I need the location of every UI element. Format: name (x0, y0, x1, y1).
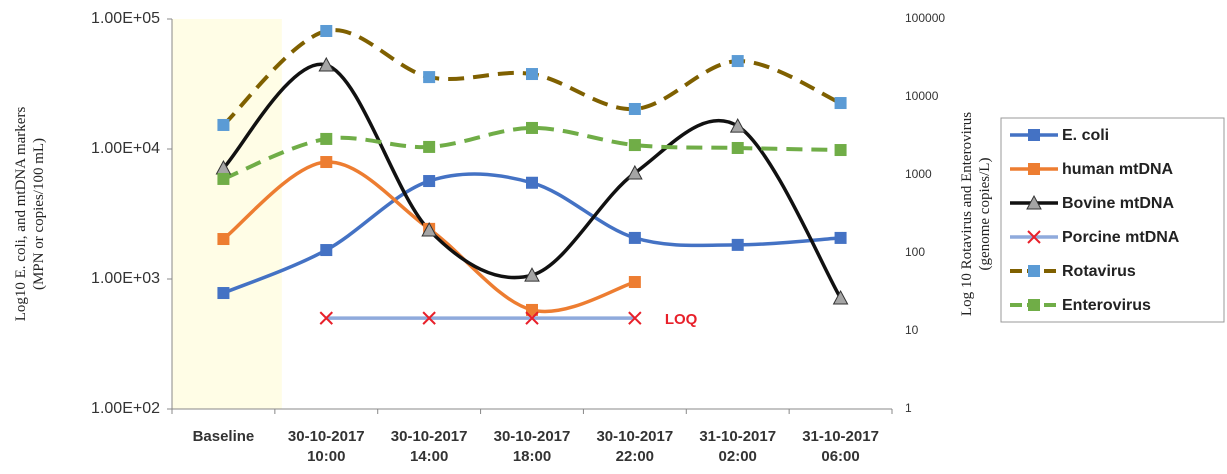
marker (421, 221, 437, 237)
y2-axis-title-line: (genome copies/L) (977, 158, 993, 271)
legend-label: Enterovirus (1062, 297, 1151, 314)
marker (729, 118, 746, 133)
legend-box (1000, 117, 1225, 323)
legend-marker (1028, 163, 1040, 175)
marker (628, 139, 641, 152)
baseline-shade (172, 19, 282, 409)
marker (526, 303, 538, 316)
marker (834, 144, 847, 157)
x-tick-label: 31-10-2017 06:00 (802, 428, 879, 465)
legend-label: Bovine mtDNA (1062, 195, 1174, 212)
annotation: LOQ (665, 311, 698, 328)
legend-label: human mtDNA (1062, 161, 1174, 178)
y2-tick-label: 1000 (905, 167, 932, 181)
y-tick-label: 1.00E+04 (91, 140, 160, 157)
marker (423, 175, 436, 188)
marker (422, 311, 436, 325)
legend-label: Porcine mtDNA (1062, 229, 1180, 246)
marker (320, 132, 333, 145)
y2-tick-label: 10000 (905, 89, 939, 103)
marker (320, 244, 333, 257)
marker (525, 311, 539, 325)
marker (423, 71, 436, 84)
marker (320, 156, 333, 169)
x-tick-label: 30-10-2017 18:00 (493, 428, 571, 465)
marker (423, 140, 436, 153)
marker (217, 172, 230, 185)
marker (832, 289, 849, 305)
marker (526, 68, 538, 81)
legend-marker (1028, 129, 1040, 141)
y2-tick-label: 10 (905, 323, 919, 337)
x-tick-label: 30-10-2017 22:00 (596, 428, 674, 465)
legend-marker (1028, 265, 1040, 277)
marker (524, 267, 540, 282)
y-tick-label: 1.00E+05 (91, 10, 160, 27)
y2-tick-label: 100000 (905, 11, 945, 25)
marker (731, 141, 744, 154)
x-tick-label: 30-10-2017 10:00 (287, 428, 365, 465)
marker (628, 231, 641, 244)
y-axis-title-line: Log10 E. coli, and mtDNA markers (13, 107, 29, 322)
marker (319, 311, 333, 325)
marker (834, 97, 847, 110)
marker (318, 56, 335, 72)
marker (526, 121, 538, 134)
x-tick-label: Baseline (192, 428, 255, 445)
legend-marker (1026, 194, 1042, 210)
x-tick-label: 31-10-2017 02:00 (699, 428, 777, 465)
y-axis-title: Log10 E. coli, and mtDNA markers (MPN or … (13, 107, 47, 322)
legend-label: E. coli (1062, 127, 1109, 144)
marker (731, 55, 744, 68)
marker (628, 102, 641, 115)
marker (834, 231, 847, 244)
y-tick-label: 1.00E+03 (91, 270, 160, 287)
y-axis-title-line: (MPN or copies/100 mL) (31, 138, 47, 290)
marker (628, 311, 642, 325)
marker (627, 164, 643, 180)
marker (217, 233, 230, 246)
y2-tick-label: 1 (905, 401, 912, 415)
marker (731, 238, 744, 251)
marker (217, 118, 230, 131)
y2-axis-title-line: Log 10 Rotavirus and Enterovirus (959, 112, 975, 316)
legend-marker (1027, 230, 1041, 244)
marker (217, 287, 230, 300)
marker (320, 24, 333, 37)
y2-tick-label: 100 (905, 245, 925, 259)
legend-label: Rotavirus (1062, 263, 1136, 280)
legend-marker (1028, 299, 1040, 311)
x-tick-label: 30-10-2017 14:00 (390, 428, 468, 465)
marker (628, 276, 641, 289)
y2-axis-title: Log 10 Rotavirus and Enterovirus (genome … (959, 112, 993, 316)
y-tick-label: 1.00E+02 (91, 400, 160, 417)
marker (526, 176, 538, 189)
